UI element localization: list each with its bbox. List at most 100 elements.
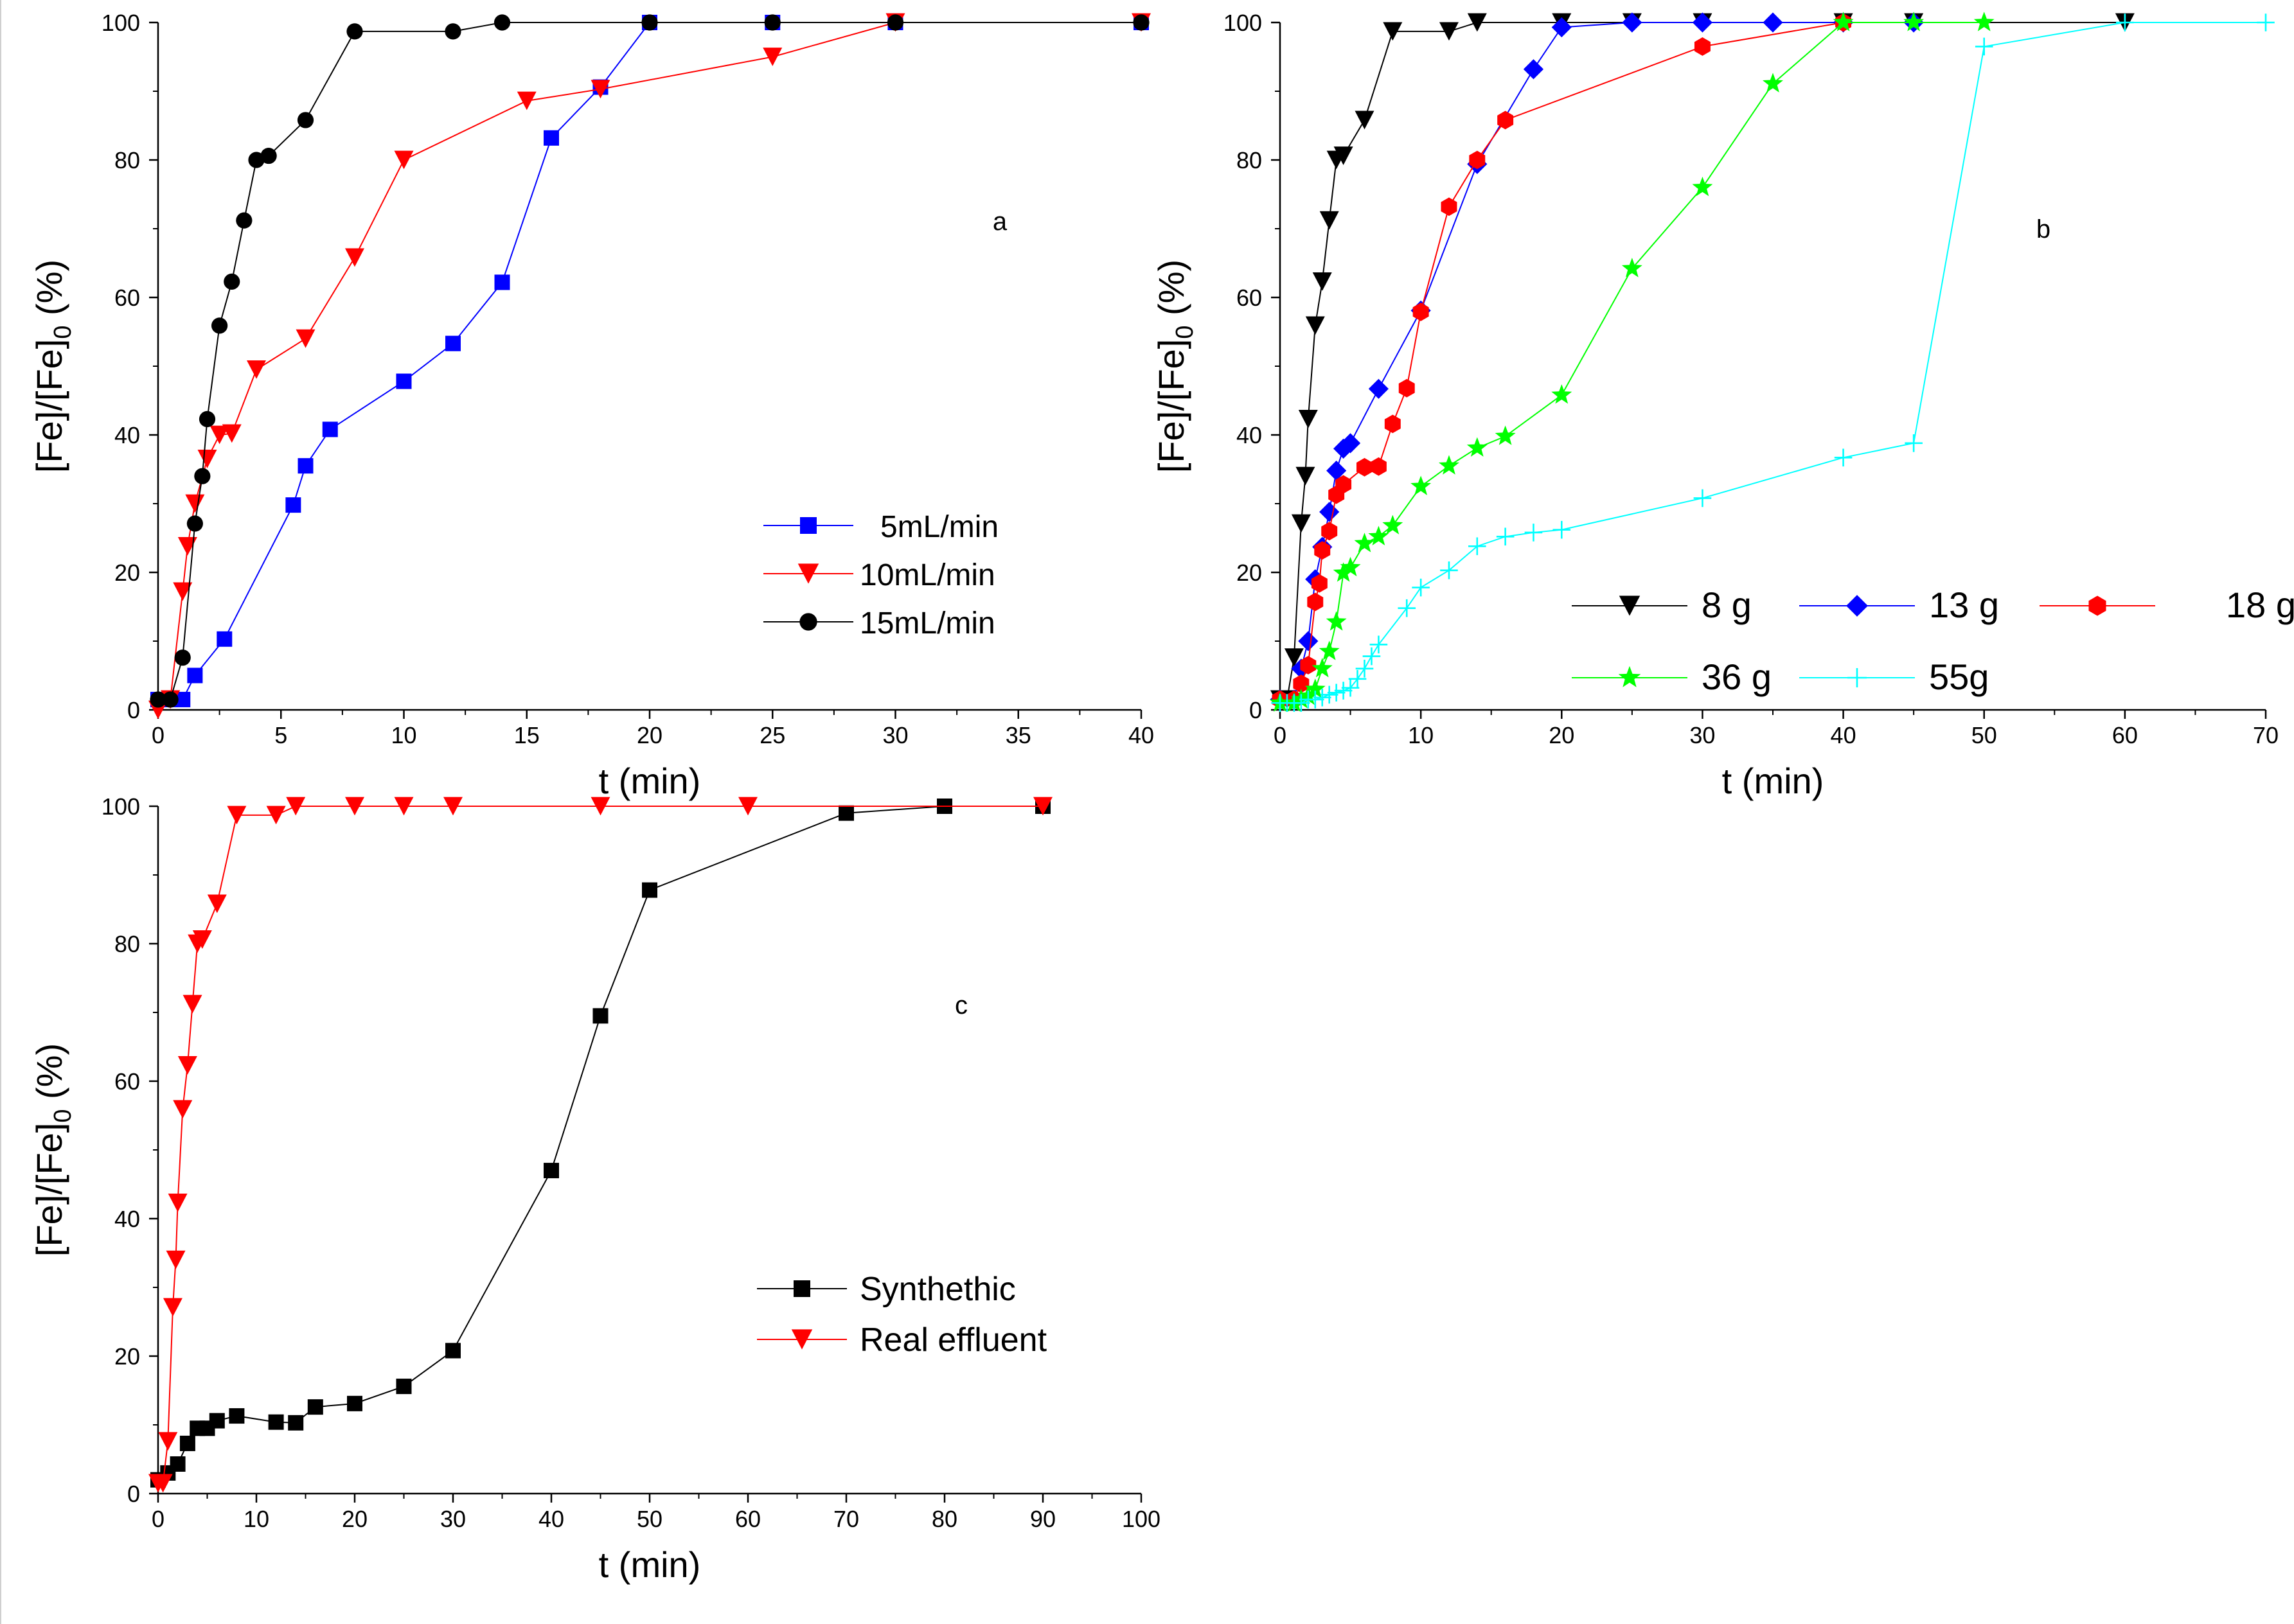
legend-item-10ml-min: 10mL/min [763,558,995,592]
data-point [1496,527,1515,546]
data-point [162,691,179,708]
data-point [1466,437,1488,457]
data-point [1298,631,1319,651]
data-point [1694,37,1711,56]
data-point [1903,12,1925,31]
data-point [1305,316,1325,335]
data-point [1355,110,1374,130]
series-line-18-g [1280,22,1844,700]
series-18-g [1272,13,1852,709]
data-point [2116,13,2134,31]
y-tick-label: 60 [114,1068,140,1095]
data-point [298,458,314,474]
data-point [1497,110,1514,130]
x-tick-label: 10 [244,1506,269,1532]
data-point [1293,674,1310,693]
data-point [517,91,537,110]
data-point [179,1435,195,1451]
legend-label: 55g [1929,657,1989,697]
legend-marker [2088,596,2106,616]
legend-item-13-g: 13 g [1799,585,1999,625]
x-tick-label: 30 [882,722,908,748]
legend-item-15ml-min: 15mL/min [763,606,995,640]
data-point [1412,578,1430,597]
data-point [1440,561,1458,579]
data-point [544,1163,559,1179]
legend-label: 5mL/min [880,510,999,544]
data-point [1410,475,1432,495]
data-point [177,1055,197,1075]
data-point [1340,433,1361,454]
data-point [839,805,854,821]
y-tick-label: 100 [102,10,140,36]
y-axis-label: [Fe]/[Fe]0 (%) [1151,260,1198,473]
x-tick-label: 25 [760,722,785,748]
data-point [222,424,242,443]
data-point [1334,682,1353,700]
x-axis-label: t (min) [599,761,701,801]
legend-label: Synthethic [860,1271,1016,1308]
data-point [1340,556,1361,577]
data-point [285,497,301,513]
legend-item-55g: 55g [1799,657,1989,697]
data-point [445,335,461,351]
data-point [1314,541,1331,560]
series-line-13-g [1280,22,1914,700]
data-point [1693,489,1712,508]
x-tick-label: 50 [1971,722,1997,748]
data-point [1348,670,1367,688]
data-point [260,147,277,164]
x-tick-label: 90 [1030,1506,1056,1532]
data-point [150,691,166,708]
legend-item-8-g: 8 g [1572,585,1752,625]
data-point [1495,425,1516,445]
data-point [345,248,364,267]
data-point [182,994,202,1014]
data-point [199,410,216,427]
x-tick-label: 0 [1274,722,1286,748]
legend-label: 18 g [2226,585,2294,625]
legend-marker [797,563,819,584]
data-point [1327,684,1346,702]
data-point [1552,520,1571,539]
data-point [186,515,203,532]
data-point [1033,797,1053,816]
data-point [1382,515,1403,534]
data-point [163,1298,182,1317]
data-point [1291,514,1311,533]
panel-label-b: b [2036,215,2050,243]
x-tick-label: 30 [1689,722,1715,748]
x-tick-label: 30 [440,1506,466,1532]
legend-marker [799,613,817,631]
data-point [1341,678,1360,697]
y-tick-label: 40 [114,1206,140,1232]
data-point [396,1379,412,1395]
data-point [1370,457,1387,476]
data-point [1306,691,1324,709]
data-point [1468,537,1486,556]
data-point [296,329,316,348]
data-point [1383,22,1403,41]
legend: 8 g 13 g 18 g 36 g 55g [1572,585,2294,697]
y-tick-label: 0 [1249,697,1262,723]
data-point [1354,533,1375,552]
x-tick-label: 40 [538,1506,564,1532]
data-point [1298,409,1318,428]
data-point [236,212,253,229]
data-point [1307,592,1324,612]
data-point [1321,522,1338,541]
data-point [1524,524,1543,542]
y-tick-label: 0 [127,697,140,723]
x-tick-label: 35 [1006,722,1031,748]
data-point [1469,150,1486,170]
data-point [1973,12,1995,31]
data-point [1398,378,1415,398]
x-tick-label: 100 [1122,1506,1160,1532]
data-point [1412,303,1429,321]
data-point [887,14,904,31]
data-point [1326,611,1347,631]
y-tick-label: 80 [114,931,140,957]
x-tick-label: 60 [735,1506,761,1532]
data-point [394,150,414,170]
data-point [445,23,461,40]
